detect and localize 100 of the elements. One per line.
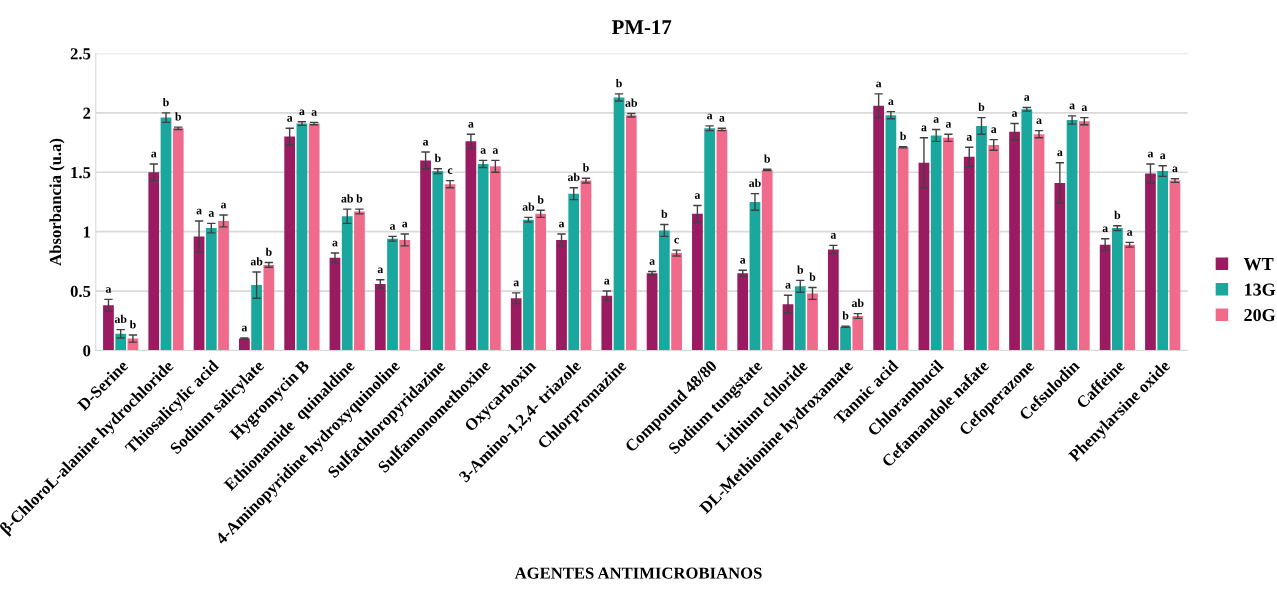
data-label: ab	[114, 314, 127, 324]
bar	[852, 316, 864, 351]
data-label: ab	[851, 298, 864, 308]
bar	[1066, 119, 1078, 351]
bar	[897, 147, 909, 351]
bar	[1009, 131, 1020, 351]
bar	[556, 239, 567, 351]
bar	[930, 135, 942, 351]
data-label: a	[707, 113, 713, 120]
data-label: a	[740, 258, 746, 264]
data-label: ab	[625, 98, 638, 107]
data-label: ab	[567, 172, 580, 182]
bar	[1157, 171, 1169, 351]
data-label: a	[933, 117, 939, 123]
bar	[885, 115, 897, 351]
y-tick-label: 2	[83, 107, 91, 119]
y-tick-label: 0	[83, 345, 91, 357]
data-label: b	[175, 112, 182, 121]
data-label: a	[888, 99, 894, 106]
data-label: a	[241, 325, 248, 332]
bar	[943, 137, 954, 351]
data-label: b	[661, 209, 668, 218]
data-label: a	[876, 81, 882, 88]
data-label: a	[1069, 103, 1075, 110]
bar	[148, 172, 160, 351]
bar	[963, 156, 975, 351]
bar	[613, 97, 625, 351]
data-label: a	[299, 109, 305, 116]
bar	[716, 129, 728, 351]
data-label: b	[265, 247, 272, 256]
y-tick-label: 0.5	[70, 285, 91, 298]
data-label: a	[389, 224, 396, 230]
bar	[296, 123, 308, 351]
y-axis-title: Absorbancia (u.a)	[49, 138, 65, 266]
bar	[646, 273, 658, 351]
data-label: a	[785, 283, 791, 289]
bar	[976, 125, 987, 351]
data-label: a	[719, 116, 725, 122]
data-label: b	[764, 154, 770, 163]
data-label: b	[434, 153, 441, 163]
data-label: c	[674, 237, 679, 244]
data-label: a	[1172, 166, 1178, 173]
bar	[782, 304, 794, 351]
bar	[284, 136, 296, 351]
bar	[354, 211, 365, 351]
y-tick-label: 2.5	[70, 48, 91, 60]
bar	[794, 286, 806, 351]
data-label: a	[513, 280, 519, 287]
data-label: a	[402, 221, 408, 228]
data-label: b	[899, 131, 906, 141]
data-label: b	[978, 102, 985, 112]
bar	[193, 236, 205, 351]
bar	[444, 184, 456, 351]
bar	[205, 228, 217, 351]
bar	[827, 249, 839, 351]
y-tick-label: 1	[83, 226, 91, 238]
data-label: a	[105, 287, 112, 293]
data-label: b	[809, 272, 816, 281]
bar	[737, 273, 749, 351]
bar	[160, 117, 172, 351]
data-label: a	[377, 267, 384, 274]
bar	[399, 239, 411, 351]
data-label: a	[921, 125, 927, 132]
data-label: a	[830, 233, 837, 239]
data-label: b	[129, 320, 136, 329]
data-label: c	[447, 168, 453, 174]
bar	[465, 141, 477, 351]
data-label: a	[480, 148, 486, 154]
bar	[432, 171, 444, 351]
bar	[420, 160, 431, 351]
data-label: ab	[250, 257, 263, 266]
bar	[580, 180, 592, 351]
data-label: a	[311, 110, 317, 116]
bar	[387, 238, 398, 351]
bar	[749, 201, 761, 351]
bar	[1169, 180, 1181, 351]
bar	[1145, 173, 1156, 351]
bar	[489, 166, 501, 351]
data-label: a	[945, 122, 952, 128]
legend-label: WT	[1243, 258, 1274, 271]
data-label: a	[1102, 226, 1108, 233]
bar	[251, 285, 262, 351]
bar	[1124, 244, 1135, 351]
data-label: ab	[522, 202, 535, 211]
bar	[103, 305, 114, 351]
data-label: a	[468, 122, 474, 128]
bar	[761, 169, 773, 351]
data-label: b	[582, 163, 589, 172]
bar	[671, 253, 682, 351]
data-label: b	[537, 195, 544, 204]
bar	[263, 264, 275, 351]
data-label: a	[1057, 150, 1063, 157]
data-label: b	[797, 265, 804, 274]
data-label: a	[991, 127, 997, 134]
data-label: a	[220, 202, 227, 209]
data-label: a	[287, 116, 293, 122]
bar	[238, 338, 250, 351]
bar	[341, 216, 353, 351]
data-label: a	[1081, 105, 1088, 112]
bar	[510, 298, 522, 351]
